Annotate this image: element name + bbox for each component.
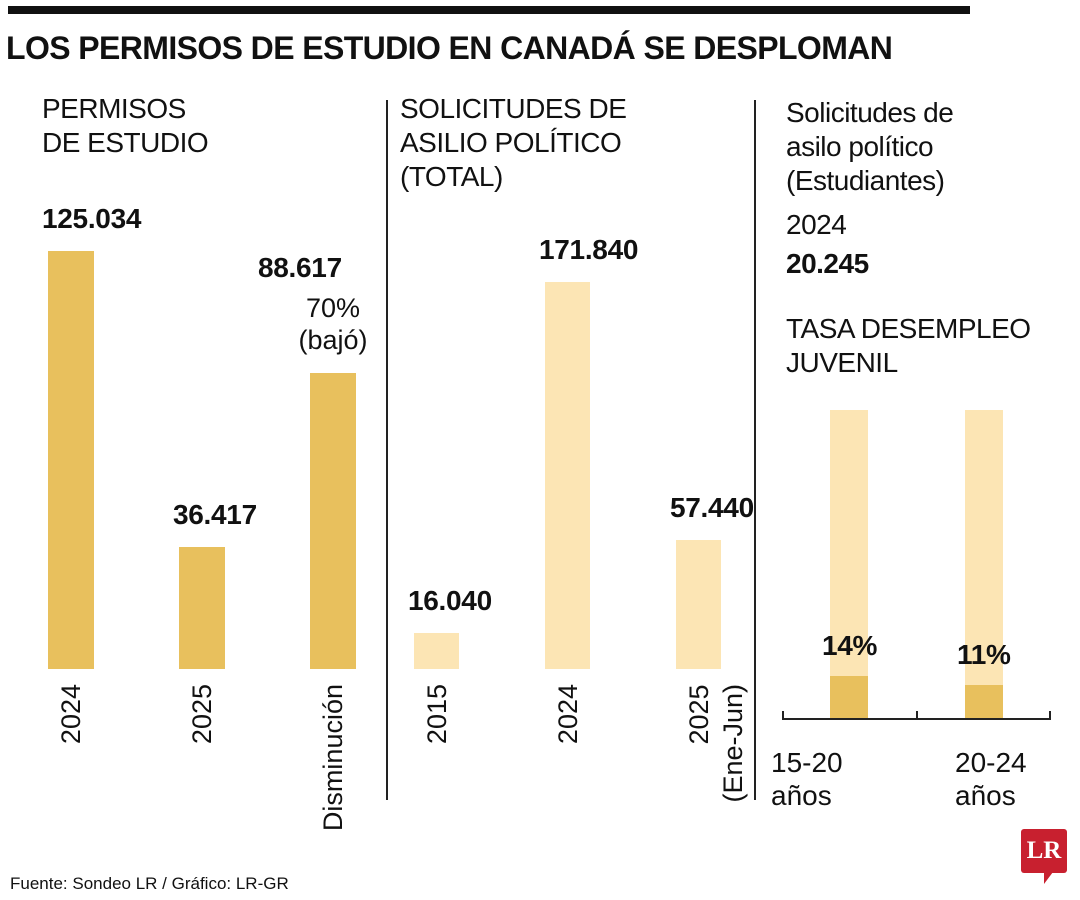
category-label: 15-20 años [771,747,843,811]
axis-tick [782,711,784,719]
axis-tick [916,711,918,719]
bar [545,282,590,669]
axis-tick [1049,711,1051,719]
student-asylum-label: Solicitudes de asilo político (Estudiant… [786,97,954,196]
divider-left [386,100,388,800]
data-label: 16.040 [408,584,492,616]
data-label: 125.034 [42,203,142,234]
category-label: 2024 [56,684,86,745]
category-label: 20-24 años [955,747,1027,811]
bar [414,632,459,669]
decline-annotation: 70% (bajó) [298,293,368,355]
asylum-section-title: SOLICITUDES DE ASILIO POLÍTICO (TOTAL) [400,93,627,192]
bar [179,547,225,669]
data-label: 57.440 [670,491,754,523]
category-label: 2024 [552,684,583,745]
data-label: 14% [822,629,878,661]
category-label: 2015 [421,684,452,745]
divider-right [754,100,756,800]
data-label: 11% [957,639,1011,670]
bar [965,685,1003,719]
category-label: 2025 [187,684,217,745]
lr-logo-tail [1044,872,1053,884]
bar-background [965,410,1003,719]
top-rule [8,6,970,14]
data-label: 36.417 [173,499,257,531]
permits-section-title: PERMISOS DE ESTUDIO [42,93,209,158]
bar [830,675,868,719]
bar [310,372,356,669]
bar [676,539,721,669]
lr-logo: LR [1021,829,1067,873]
unemployment-section-title: TASA DESEMPLEO JUVENIL [786,313,1031,378]
category-label: 2025 (Ene-Jun) [683,684,748,803]
data-label: 88.617 [258,252,342,283]
bar-background [830,410,868,719]
student-asylum-value: 20.245 [786,248,869,279]
bar [48,251,94,669]
source-footer: Fuente: Sondeo LR / Gráfico: LR-GR [10,874,289,893]
category-label: Disminución [318,684,348,832]
data-label: 171.840 [539,234,639,265]
student-asylum-year: 2024 [786,209,847,240]
page-title: LOS PERMISOS DE ESTUDIO EN CANADÁ SE DES… [6,30,893,66]
